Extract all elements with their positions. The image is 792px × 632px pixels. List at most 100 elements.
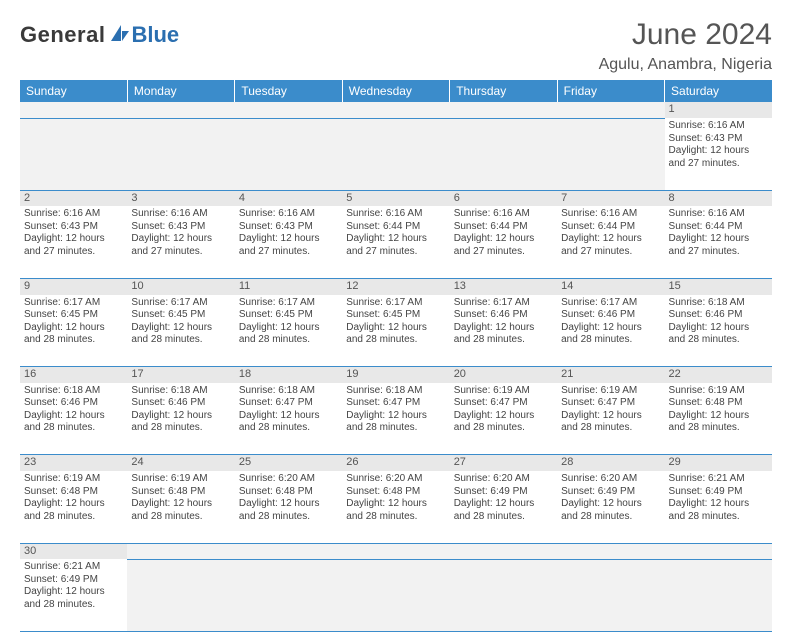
daylight-line: Daylight: 12 hours and 27 minutes. (239, 233, 338, 258)
sunrise-line: Sunrise: 6:17 AM (454, 297, 553, 310)
sunrise-line: Sunrise: 6:18 AM (669, 297, 768, 310)
sunrise-line: Sunrise: 6:18 AM (239, 385, 338, 398)
sunrise-line: Sunrise: 6:19 AM (24, 473, 123, 486)
sunrise-line: Sunrise: 6:20 AM (561, 473, 660, 486)
day-number-cell: 4 (235, 190, 342, 206)
sunset-line: Sunset: 6:47 PM (454, 397, 553, 410)
daynum-row: 2345678 (20, 190, 772, 206)
sunset-line: Sunset: 6:44 PM (346, 221, 445, 234)
day-content-cell (557, 559, 664, 631)
day-content-cell (450, 118, 557, 190)
day-number-cell: 20 (450, 367, 557, 383)
sunrise-line: Sunrise: 6:17 AM (561, 297, 660, 310)
daylight-line: Daylight: 12 hours and 28 minutes. (346, 498, 445, 523)
sunrise-line: Sunrise: 6:17 AM (239, 297, 338, 310)
day-number-cell: 3 (127, 190, 234, 206)
sunrise-line: Sunrise: 6:21 AM (24, 561, 123, 574)
day-content-cell (342, 559, 449, 631)
day-content-cell: Sunrise: 6:17 AMSunset: 6:45 PMDaylight:… (127, 295, 234, 367)
daylight-line: Daylight: 12 hours and 28 minutes. (239, 498, 338, 523)
content-row: Sunrise: 6:18 AMSunset: 6:46 PMDaylight:… (20, 383, 772, 455)
sunrise-line: Sunrise: 6:16 AM (239, 208, 338, 221)
day-number-cell: 1 (665, 102, 772, 118)
sunset-line: Sunset: 6:48 PM (669, 397, 768, 410)
day-number-cell: 24 (127, 455, 234, 471)
day-number-cell (665, 543, 772, 559)
daynum-row: 23242526272829 (20, 455, 772, 471)
daylight-line: Daylight: 12 hours and 28 minutes. (454, 410, 553, 435)
day-number-cell: 27 (450, 455, 557, 471)
daylight-line: Daylight: 12 hours and 28 minutes. (346, 410, 445, 435)
daylight-line: Daylight: 12 hours and 28 minutes. (239, 410, 338, 435)
day-number-cell: 12 (342, 278, 449, 294)
sunset-line: Sunset: 6:49 PM (669, 486, 768, 499)
day-number-cell (235, 543, 342, 559)
day-content-cell: Sunrise: 6:20 AMSunset: 6:49 PMDaylight:… (450, 471, 557, 543)
location-subtitle: Agulu, Anambra, Nigeria (599, 56, 772, 74)
calendar-table: SundayMondayTuesdayWednesdayThursdayFrid… (20, 80, 772, 632)
sunrise-line: Sunrise: 6:20 AM (454, 473, 553, 486)
day-content-cell: Sunrise: 6:16 AMSunset: 6:44 PMDaylight:… (557, 206, 664, 278)
sunset-line: Sunset: 6:46 PM (454, 309, 553, 322)
sunset-line: Sunset: 6:46 PM (669, 309, 768, 322)
day-content-cell: Sunrise: 6:20 AMSunset: 6:48 PMDaylight:… (235, 471, 342, 543)
day-content-cell: Sunrise: 6:19 AMSunset: 6:47 PMDaylight:… (450, 383, 557, 455)
day-number-cell (450, 102, 557, 118)
content-row: Sunrise: 6:21 AMSunset: 6:49 PMDaylight:… (20, 559, 772, 631)
sunset-line: Sunset: 6:48 PM (346, 486, 445, 499)
day-number-cell (342, 102, 449, 118)
daylight-line: Daylight: 12 hours and 28 minutes. (24, 498, 123, 523)
day-number-cell (342, 543, 449, 559)
day-number-cell (127, 543, 234, 559)
day-number-cell: 17 (127, 367, 234, 383)
day-content-cell (557, 118, 664, 190)
day-number-cell: 18 (235, 367, 342, 383)
day-number-cell: 22 (665, 367, 772, 383)
day-content-cell (342, 118, 449, 190)
day-content-cell: Sunrise: 6:20 AMSunset: 6:48 PMDaylight:… (342, 471, 449, 543)
day-content-cell: Sunrise: 6:16 AMSunset: 6:44 PMDaylight:… (450, 206, 557, 278)
page-title: June 2024 (599, 18, 772, 52)
brand-name-1: General (20, 22, 105, 48)
weekday-header: Friday (557, 80, 664, 102)
daylight-line: Daylight: 12 hours and 27 minutes. (454, 233, 553, 258)
day-content-cell: Sunrise: 6:17 AMSunset: 6:45 PMDaylight:… (342, 295, 449, 367)
sunrise-line: Sunrise: 6:16 AM (669, 120, 768, 133)
daylight-line: Daylight: 12 hours and 28 minutes. (561, 498, 660, 523)
day-number-cell: 30 (20, 543, 127, 559)
daylight-line: Daylight: 12 hours and 28 minutes. (239, 322, 338, 347)
sunrise-line: Sunrise: 6:19 AM (561, 385, 660, 398)
day-content-cell: Sunrise: 6:16 AMSunset: 6:43 PMDaylight:… (20, 206, 127, 278)
day-content-cell: Sunrise: 6:18 AMSunset: 6:47 PMDaylight:… (235, 383, 342, 455)
daylight-line: Daylight: 12 hours and 28 minutes. (131, 498, 230, 523)
day-content-cell: Sunrise: 6:16 AMSunset: 6:43 PMDaylight:… (127, 206, 234, 278)
day-number-cell (127, 102, 234, 118)
sunset-line: Sunset: 6:48 PM (239, 486, 338, 499)
sunset-line: Sunset: 6:43 PM (239, 221, 338, 234)
sunset-line: Sunset: 6:45 PM (346, 309, 445, 322)
sunset-line: Sunset: 6:45 PM (24, 309, 123, 322)
day-number-cell: 21 (557, 367, 664, 383)
sunrise-line: Sunrise: 6:18 AM (24, 385, 123, 398)
day-content-cell: Sunrise: 6:18 AMSunset: 6:46 PMDaylight:… (665, 295, 772, 367)
sunrise-line: Sunrise: 6:19 AM (131, 473, 230, 486)
daylight-line: Daylight: 12 hours and 27 minutes. (24, 233, 123, 258)
sunset-line: Sunset: 6:44 PM (669, 221, 768, 234)
day-content-cell: Sunrise: 6:16 AMSunset: 6:44 PMDaylight:… (665, 206, 772, 278)
day-number-cell: 23 (20, 455, 127, 471)
content-row: Sunrise: 6:16 AMSunset: 6:43 PMDaylight:… (20, 118, 772, 190)
weekday-header: Thursday (450, 80, 557, 102)
day-number-cell (20, 102, 127, 118)
daylight-line: Daylight: 12 hours and 27 minutes. (669, 145, 768, 170)
day-number-cell: 2 (20, 190, 127, 206)
daylight-line: Daylight: 12 hours and 28 minutes. (24, 322, 123, 347)
sunset-line: Sunset: 6:46 PM (24, 397, 123, 410)
sunset-line: Sunset: 6:48 PM (131, 486, 230, 499)
day-content-cell: Sunrise: 6:17 AMSunset: 6:46 PMDaylight:… (450, 295, 557, 367)
sunrise-line: Sunrise: 6:16 AM (669, 208, 768, 221)
daylight-line: Daylight: 12 hours and 27 minutes. (131, 233, 230, 258)
daylight-line: Daylight: 12 hours and 28 minutes. (561, 322, 660, 347)
day-content-cell: Sunrise: 6:19 AMSunset: 6:47 PMDaylight:… (557, 383, 664, 455)
day-number-cell: 16 (20, 367, 127, 383)
day-number-cell: 9 (20, 278, 127, 294)
